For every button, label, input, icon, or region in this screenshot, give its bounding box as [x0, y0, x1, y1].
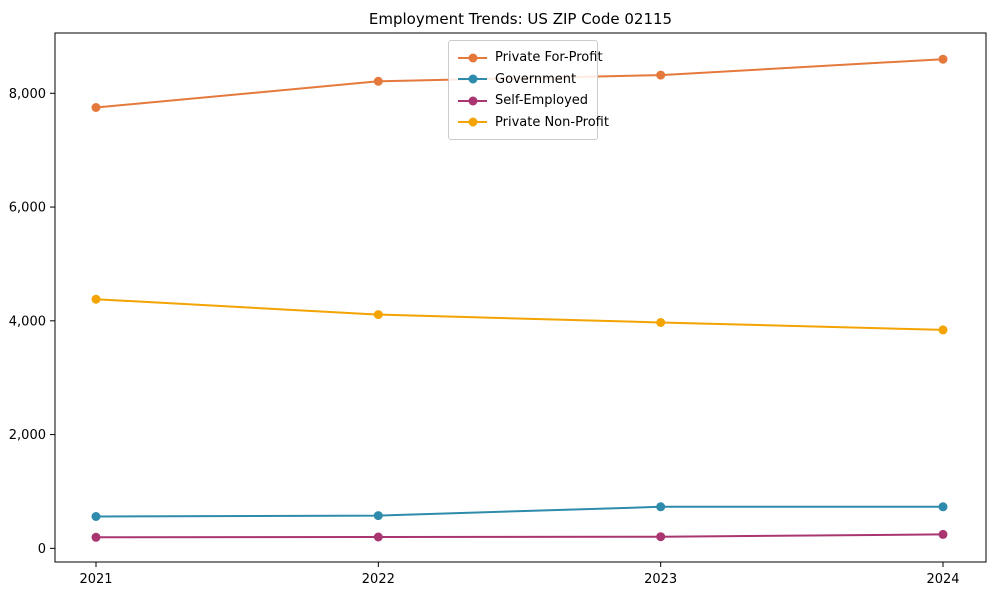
data-point-government [656, 502, 666, 512]
plot-border [54, 32, 987, 563]
data-point-private-non-profit [91, 294, 101, 304]
series-line-government [95, 505, 944, 518]
series-line-self-employed [95, 533, 944, 539]
legend-item-private-for-profit: Private For-Profit [458, 47, 603, 69]
legend-marker-dot [468, 96, 477, 106]
legend-line-sample [458, 74, 487, 84]
data-point-private-for-profit [656, 70, 666, 80]
legend-label: Self-Employed [495, 93, 589, 109]
x-tick-label: 2021 [79, 572, 112, 587]
y-tick-label: 4,000 [9, 314, 46, 329]
data-point-private-for-profit [373, 76, 383, 86]
y-tick-label: 0 [38, 542, 46, 557]
series-line-private-non-profit [95, 298, 944, 331]
legend-label: Government [495, 71, 577, 87]
x-tick-label: 2022 [362, 572, 395, 587]
data-point-government [373, 511, 383, 521]
data-point-private-for-profit [91, 103, 101, 112]
legend-line-sample [458, 117, 487, 127]
data-point-private-non-profit [373, 310, 383, 320]
legend: Private For-Profit Government Self-Emplo… [448, 40, 609, 140]
legend-item-self-employed: Self-Employed [458, 90, 588, 112]
legend-item-government: Government [458, 69, 588, 91]
legend-marker-dot [468, 74, 477, 84]
chart-title: Employment Trends: US ZIP Code 02115 [369, 10, 672, 28]
data-point-private-non-profit [656, 318, 666, 327]
legend-line-sample [458, 53, 487, 63]
legend-label: Private Non-Profit [495, 114, 609, 130]
data-point-self-employed [656, 532, 666, 542]
x-tick-label: 2023 [644, 572, 677, 587]
data-point-government [938, 502, 948, 512]
data-point-self-employed [91, 532, 101, 542]
data-point-government [91, 512, 101, 521]
y-tick-label: 2,000 [9, 428, 46, 443]
legend-line-sample [458, 96, 487, 106]
data-point-self-employed [938, 529, 948, 539]
data-point-self-employed [373, 532, 383, 542]
y-tick-label: 8,000 [9, 87, 46, 102]
legend-label: Private For-Profit [495, 50, 603, 66]
x-tick-label: 2024 [926, 572, 959, 587]
legend-item-private-non-profit: Private Non-Profit [458, 112, 609, 134]
legend-marker-dot [468, 53, 477, 63]
y-tick-label: 6,000 [9, 201, 46, 216]
legend-marker-dot [468, 117, 477, 127]
data-point-private-non-profit [938, 325, 948, 335]
data-point-private-for-profit [938, 54, 948, 64]
